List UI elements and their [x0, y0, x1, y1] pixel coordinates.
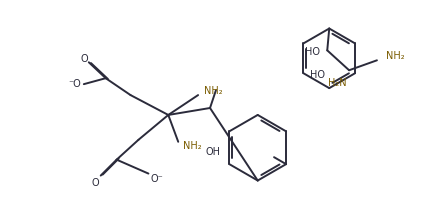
Text: ⁻O: ⁻O — [68, 79, 81, 89]
Text: H₂N: H₂N — [328, 78, 346, 88]
Text: HO: HO — [310, 70, 325, 80]
Text: OH: OH — [206, 147, 221, 157]
Text: NH₂: NH₂ — [385, 51, 404, 61]
Text: HO: HO — [305, 47, 320, 57]
Text: O⁻: O⁻ — [151, 174, 164, 184]
Text: O: O — [80, 54, 88, 64]
Text: NH₂: NH₂ — [183, 141, 201, 151]
Text: O: O — [92, 178, 99, 187]
Text: NH₂: NH₂ — [204, 86, 222, 96]
